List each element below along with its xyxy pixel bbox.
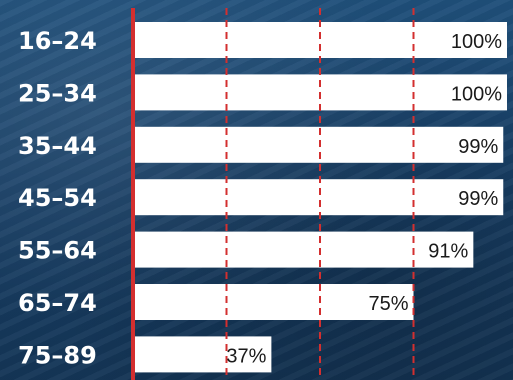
category-label-3: 35–44 (18, 132, 97, 160)
value-label-2: 100% (451, 83, 502, 105)
category-label-4: 45–54 (18, 184, 97, 212)
category-label-2: 25–34 (18, 79, 97, 107)
value-label-3: 99% (458, 136, 498, 158)
axis-layer (131, 8, 135, 380)
category-label-6: 65–74 (18, 289, 97, 317)
labels-layer: 16–24 100% 25–34 100% 35–44 99% 45–54 99% 55–64 9… (18, 27, 502, 369)
bar-1 (133, 22, 507, 58)
value-label-4: 99% (458, 188, 498, 210)
category-label-1: 16–24 (18, 27, 97, 55)
bar-7 (133, 336, 272, 373)
value-label-7: 37% (226, 345, 266, 367)
category-label-5: 55–64 (18, 237, 97, 265)
bar-5 (133, 231, 474, 268)
category-label-7: 75–89 (18, 341, 97, 369)
value-label-5: 91% (428, 241, 468, 263)
bar-6 (133, 284, 414, 320)
grid-layer (225, 8, 415, 380)
bar-4 (133, 179, 504, 216)
y-axis-line (131, 8, 135, 380)
value-label-6: 75% (368, 293, 408, 315)
value-label-1: 100% (451, 31, 502, 53)
bar-3 (133, 126, 504, 163)
